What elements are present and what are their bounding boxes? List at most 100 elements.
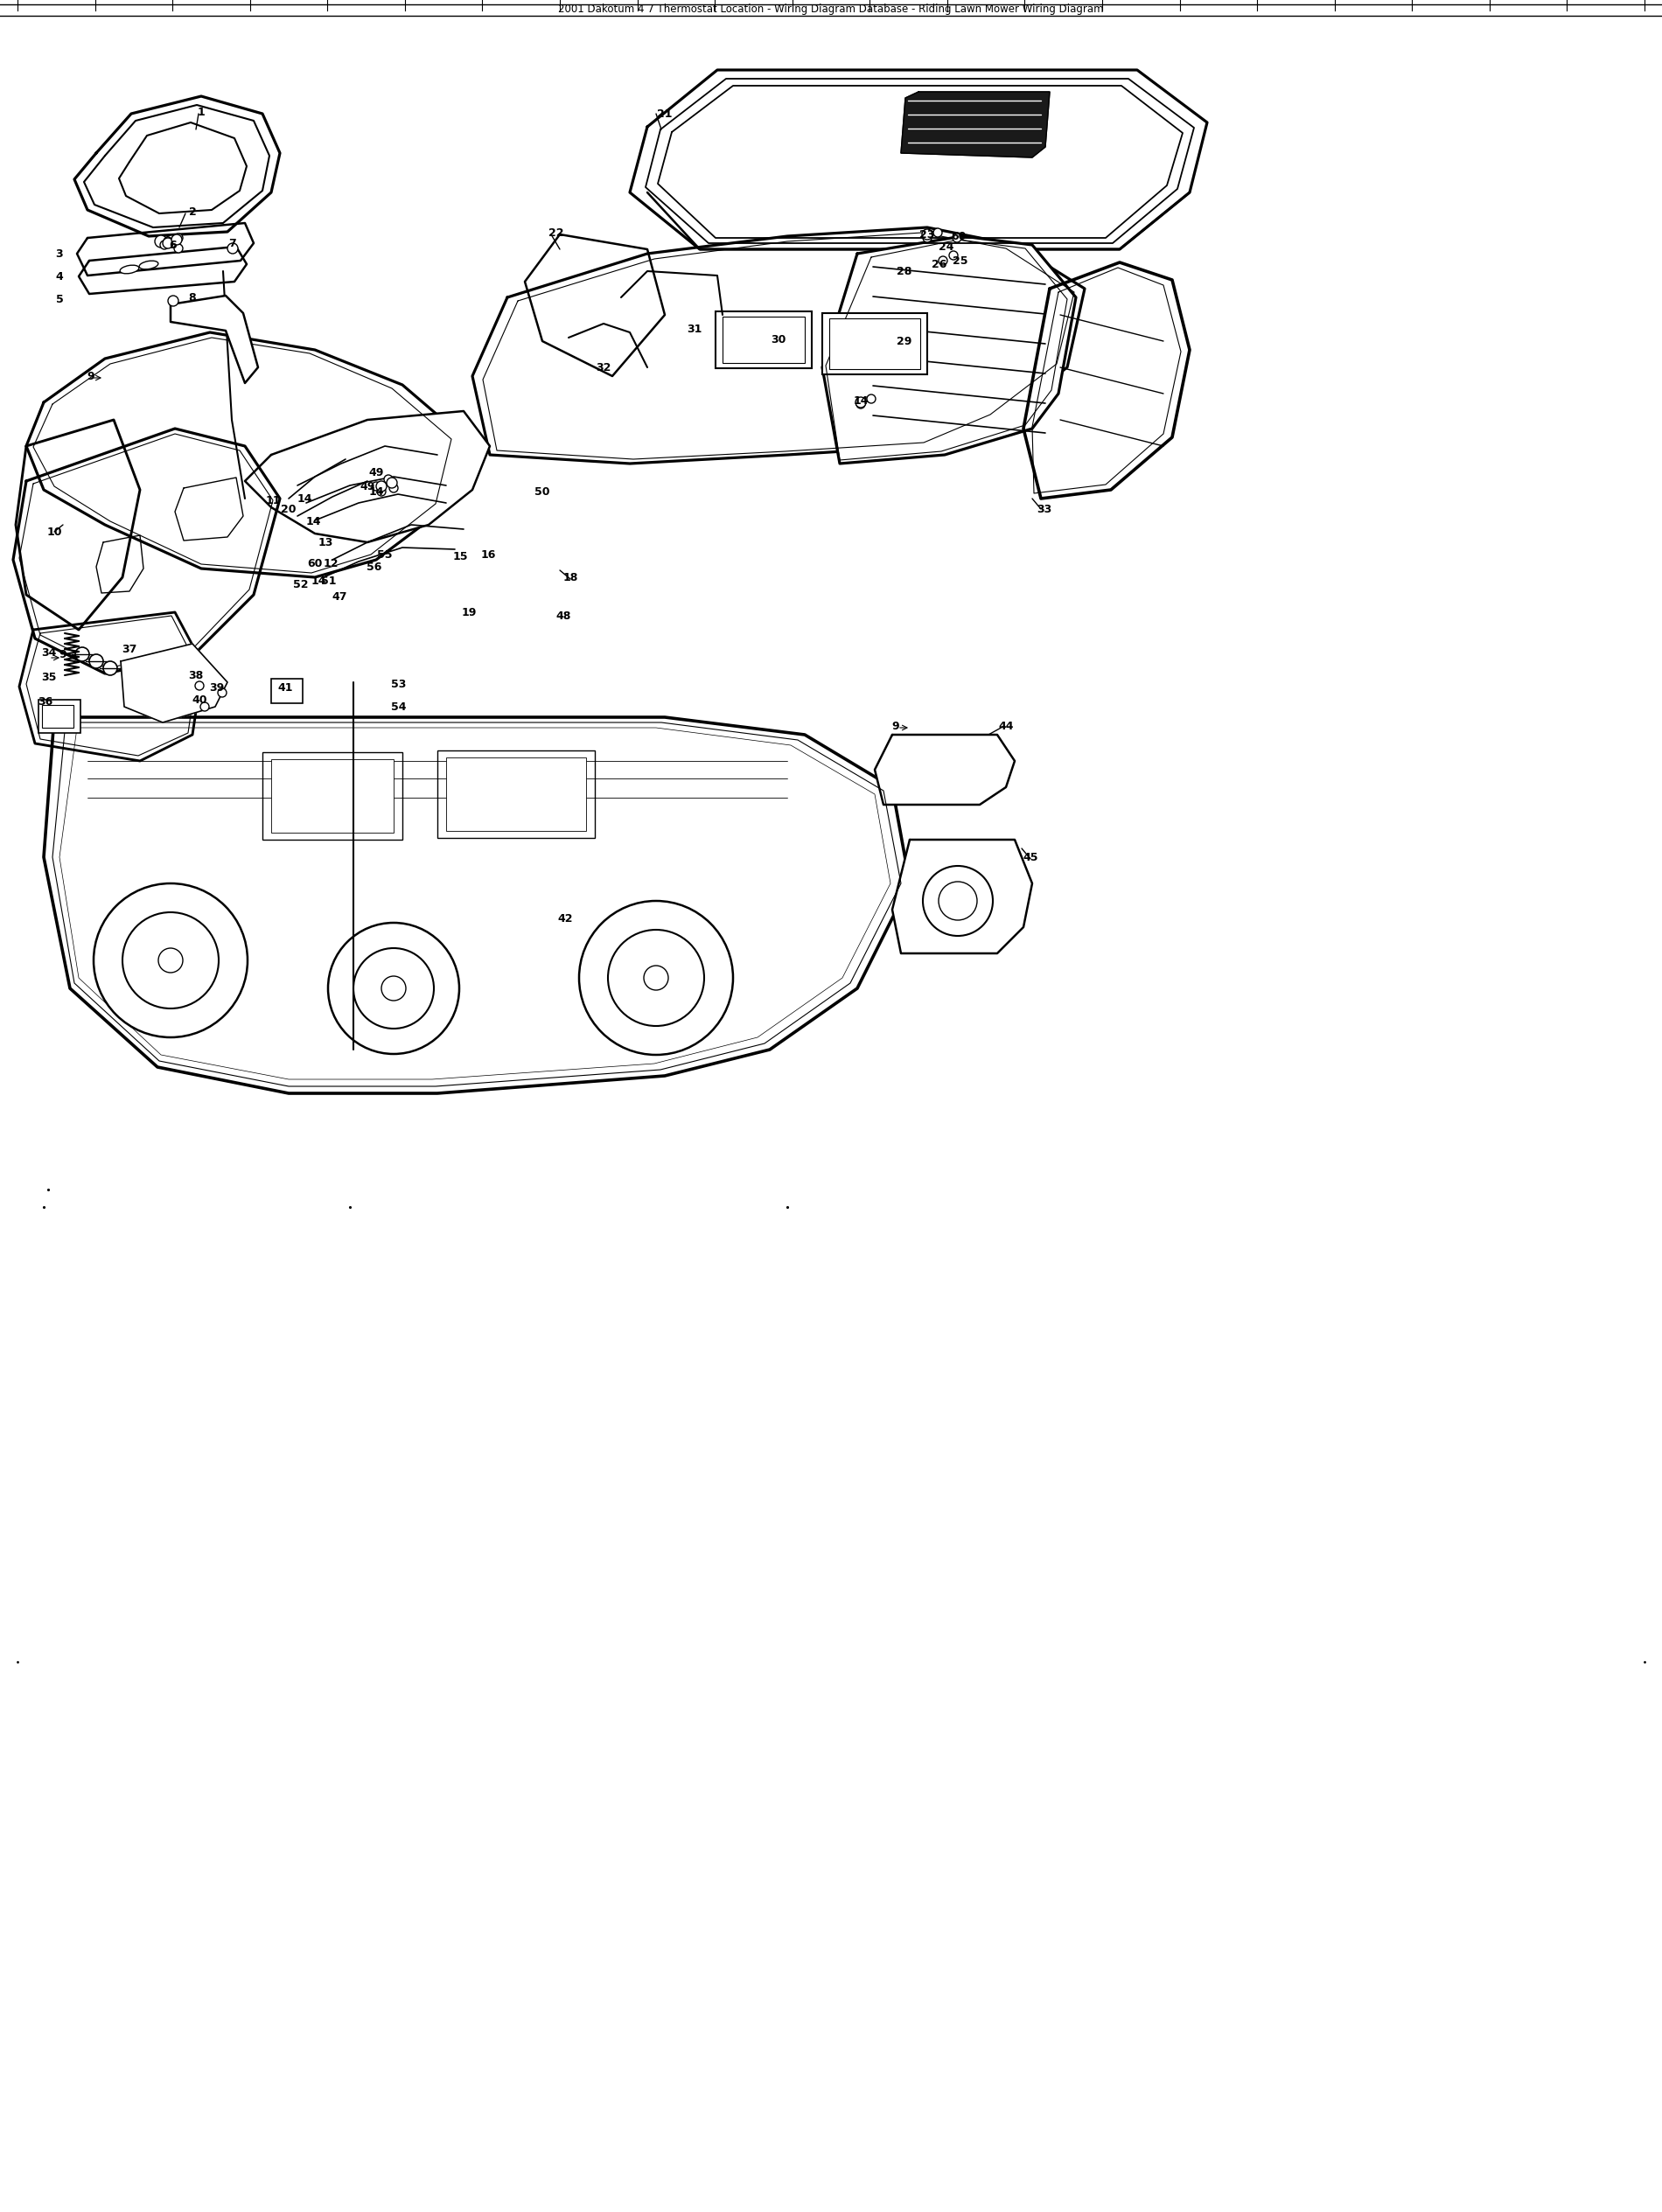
Text: 13: 13	[317, 538, 332, 549]
Text: 14: 14	[311, 575, 326, 586]
Circle shape	[384, 476, 392, 484]
Text: 45: 45	[1022, 852, 1039, 863]
Circle shape	[376, 480, 387, 491]
Text: 30: 30	[771, 334, 786, 345]
Text: 31: 31	[686, 323, 701, 334]
Circle shape	[123, 911, 219, 1009]
Bar	[823, 314, 927, 374]
Bar	[437, 750, 595, 838]
Text: 4: 4	[55, 270, 63, 283]
Text: 7: 7	[228, 237, 236, 248]
Circle shape	[218, 688, 226, 697]
Bar	[38, 699, 80, 732]
Polygon shape	[1024, 263, 1190, 498]
Text: 28: 28	[897, 265, 912, 276]
Text: 60: 60	[307, 557, 322, 568]
Text: 2001 Dakotum 4 7 Thermostat Location - Wiring Diagram Database - Riding Lawn Mow: 2001 Dakotum 4 7 Thermostat Location - W…	[558, 2, 1104, 15]
Text: 55: 55	[377, 549, 392, 560]
Circle shape	[163, 239, 173, 248]
Polygon shape	[472, 228, 1085, 465]
Circle shape	[155, 234, 168, 248]
Text: 19: 19	[462, 606, 477, 617]
Circle shape	[354, 949, 434, 1029]
Text: 22: 22	[548, 228, 563, 239]
Polygon shape	[525, 234, 665, 376]
Ellipse shape	[140, 261, 158, 270]
Text: 6: 6	[170, 239, 176, 250]
Bar	[271, 679, 302, 703]
Polygon shape	[27, 332, 464, 577]
Circle shape	[608, 929, 705, 1026]
Circle shape	[93, 883, 248, 1037]
Ellipse shape	[120, 265, 140, 274]
Circle shape	[228, 243, 238, 254]
Bar	[716, 312, 811, 367]
Text: 60: 60	[951, 230, 966, 241]
Bar	[829, 319, 921, 369]
Bar	[271, 759, 394, 832]
Circle shape	[90, 655, 103, 668]
Polygon shape	[121, 644, 228, 723]
Circle shape	[387, 478, 397, 489]
Bar	[263, 752, 402, 841]
Polygon shape	[823, 237, 1075, 465]
Text: 18: 18	[563, 571, 578, 584]
Bar	[42, 706, 73, 728]
Text: 9: 9	[86, 369, 95, 383]
Polygon shape	[13, 429, 279, 672]
Circle shape	[578, 900, 733, 1055]
Text: 14: 14	[297, 493, 312, 504]
Circle shape	[856, 400, 866, 409]
Text: 47: 47	[332, 591, 347, 602]
Text: 15: 15	[452, 551, 467, 562]
Polygon shape	[244, 411, 490, 542]
Text: 8: 8	[189, 292, 196, 303]
Circle shape	[952, 234, 961, 243]
Polygon shape	[75, 95, 279, 237]
Polygon shape	[901, 93, 1050, 157]
Circle shape	[377, 487, 386, 495]
Text: 9: 9	[892, 721, 899, 732]
Text: 11: 11	[266, 495, 281, 507]
Text: 20: 20	[281, 504, 296, 515]
Circle shape	[922, 234, 932, 243]
Text: 35: 35	[42, 670, 57, 684]
Circle shape	[171, 234, 181, 246]
Text: 14: 14	[306, 515, 321, 526]
Circle shape	[856, 398, 866, 407]
Text: 39: 39	[209, 681, 224, 692]
Polygon shape	[630, 71, 1207, 250]
Text: 23: 23	[919, 228, 934, 241]
Text: 12: 12	[322, 557, 339, 568]
Circle shape	[939, 257, 947, 265]
Circle shape	[175, 243, 183, 252]
Text: 26: 26	[932, 259, 947, 270]
Text: 37: 37	[121, 644, 136, 655]
Text: 38: 38	[188, 670, 203, 681]
Circle shape	[372, 482, 381, 491]
Text: 56: 56	[367, 562, 382, 573]
Text: 21: 21	[656, 108, 673, 119]
Circle shape	[389, 484, 397, 493]
Text: 2: 2	[188, 208, 196, 219]
Text: 40: 40	[191, 695, 208, 706]
Circle shape	[934, 228, 942, 237]
Text: 29: 29	[897, 336, 912, 347]
Circle shape	[103, 661, 118, 675]
Circle shape	[868, 394, 876, 403]
Text: 44: 44	[999, 721, 1014, 732]
Polygon shape	[76, 223, 254, 276]
Text: 51: 51	[321, 575, 336, 586]
Circle shape	[75, 648, 90, 661]
Circle shape	[643, 967, 668, 991]
Circle shape	[201, 703, 209, 710]
Text: 1: 1	[198, 106, 204, 117]
Text: 3: 3	[57, 248, 63, 259]
Text: 49: 49	[359, 480, 376, 491]
Circle shape	[939, 883, 977, 920]
Text: 9: 9	[60, 648, 66, 659]
Polygon shape	[43, 717, 909, 1093]
Circle shape	[175, 234, 183, 243]
Circle shape	[158, 949, 183, 973]
Polygon shape	[171, 296, 258, 383]
